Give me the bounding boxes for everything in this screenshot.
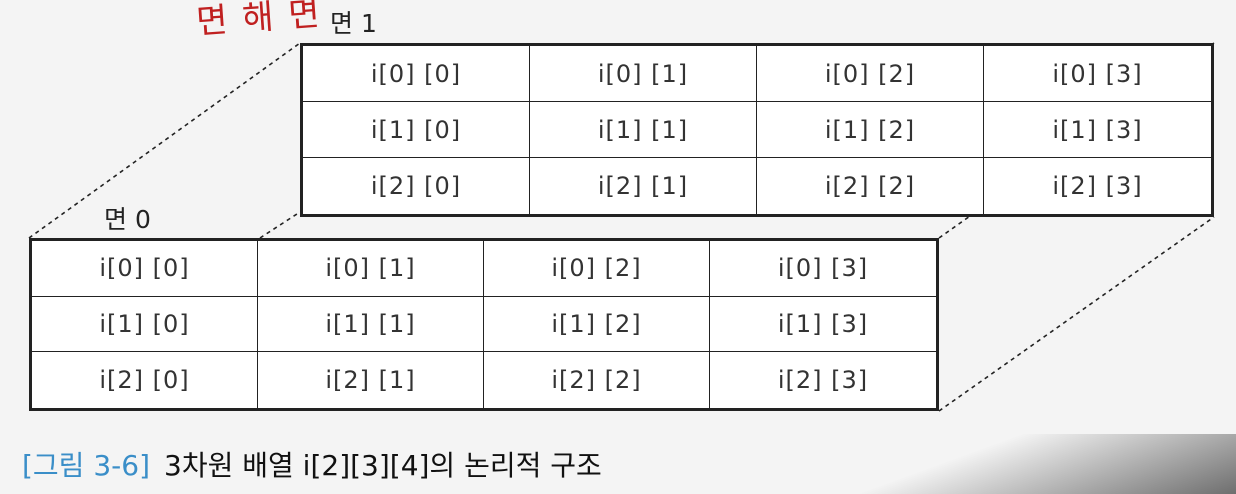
connector-top-left: [28, 42, 301, 239]
caption-text: 3차원 배열 i[2][3][4]의 논리적 구조: [164, 449, 602, 482]
connector-hidden-edge: [259, 211, 301, 239]
back-face-label: 면 1: [330, 9, 377, 38]
grid-cell: i[0] [0]: [303, 46, 530, 102]
grid-cell: i[0] [0]: [32, 241, 258, 297]
figure-number: [그림 3-6]: [22, 449, 151, 482]
grid-cell: i[1] [3]: [710, 297, 936, 353]
grid-cell: i[0] [2]: [757, 46, 984, 102]
grid-cell: i[2] [1]: [530, 158, 757, 214]
grid-cell: i[1] [0]: [32, 296, 258, 353]
grid-cell: i[0] [1]: [258, 241, 484, 297]
grid-cell: i[2] [0]: [303, 158, 530, 214]
grid-cell: i[1] [1]: [258, 296, 484, 353]
grid-cell: i[2] [3]: [1052, 172, 1143, 200]
grid-cell: i[2] [3]: [777, 366, 869, 395]
grid-cell: i[2] [0]: [32, 352, 258, 408]
grid-cell: i[1] [0]: [303, 102, 530, 158]
grid-cell: i[2] [2]: [757, 158, 984, 214]
grid-cell: i[1] [2]: [484, 296, 710, 353]
grid-cell: i[0] [3]: [984, 46, 1211, 102]
front-face-label: 면 0: [104, 205, 151, 234]
grid-cell: i[0] [3]: [710, 241, 936, 297]
grid-cell: i[1] [2]: [757, 102, 984, 158]
grid-cell: i[1] [1]: [530, 102, 757, 158]
grid-cell: i[0] [2]: [484, 241, 710, 297]
grid-cell: i[0] [1]: [530, 46, 757, 102]
front-face-grid: i[0] [0] i[0] [1] i[0] [2] i[0] [3] i[1]…: [29, 238, 939, 411]
grid-cell: i[2] [1]: [258, 352, 484, 408]
figure-caption: [그림 3-6] 3차원 배열 i[2][3][4]의 논리적 구조: [22, 444, 602, 484]
grid-cell: i[1] [3]: [984, 102, 1211, 158]
connector-bottom-right: [938, 216, 1215, 412]
back-face-grid: i[0] [0] i[0] [1] i[0] [2] i[0] [3] i[1]…: [300, 43, 1214, 217]
grid-cell: i[2] [2]: [484, 352, 710, 408]
